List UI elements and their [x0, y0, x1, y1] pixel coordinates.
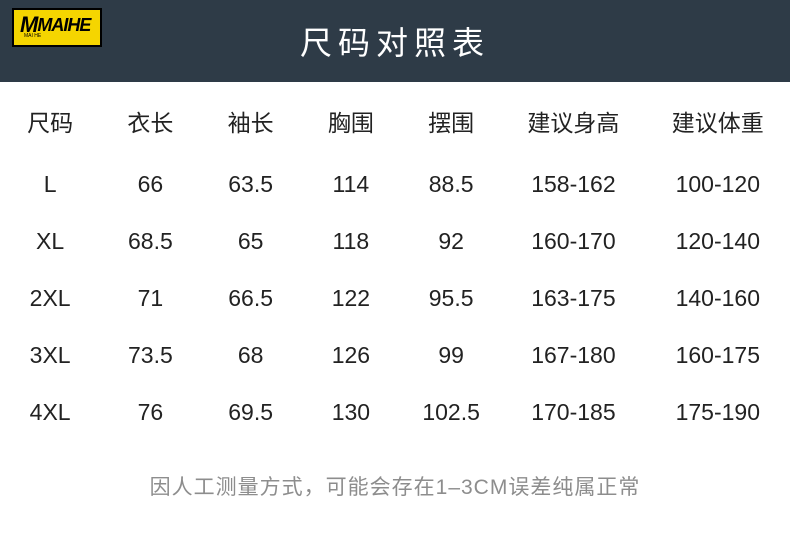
- cell: 126: [301, 327, 401, 384]
- cell: 167-180: [501, 327, 645, 384]
- table-body: L 66 63.5 114 88.5 158-162 100-120 XL 68…: [0, 156, 790, 441]
- measurement-footnote: 因人工测量方式，可能会存在1–3CM误差纯属正常: [0, 471, 790, 501]
- cell: 92: [401, 213, 501, 270]
- cell: 73.5: [100, 327, 200, 384]
- col-size: 尺码: [0, 82, 100, 156]
- cell: 175-190: [646, 384, 790, 441]
- cell: 2XL: [0, 270, 100, 327]
- table-row: XL 68.5 65 118 92 160-170 120-140: [0, 213, 790, 270]
- size-chart-table: 尺码 衣长 袖长 胸围 摆围 建议身高 建议体重 L 66 63.5 114 8…: [0, 82, 790, 441]
- cell: 114: [301, 156, 401, 213]
- col-sleeve: 袖长: [201, 82, 301, 156]
- cell: 102.5: [401, 384, 501, 441]
- cell: 99: [401, 327, 501, 384]
- cell: 120-140: [646, 213, 790, 270]
- cell: 160-175: [646, 327, 790, 384]
- table-row: L 66 63.5 114 88.5 158-162 100-120: [0, 156, 790, 213]
- cell: 118: [301, 213, 401, 270]
- cell: 63.5: [201, 156, 301, 213]
- cell: 68.5: [100, 213, 200, 270]
- cell: 160-170: [501, 213, 645, 270]
- cell: 66: [100, 156, 200, 213]
- cell: XL: [0, 213, 100, 270]
- cell: 65: [201, 213, 301, 270]
- table-row: 3XL 73.5 68 126 99 167-180 160-175: [0, 327, 790, 384]
- col-length: 衣长: [100, 82, 200, 156]
- cell: 170-185: [501, 384, 645, 441]
- cell: 71: [100, 270, 200, 327]
- brand-logo: MMAIHE MAI HE: [12, 8, 102, 47]
- col-hem: 摆围: [401, 82, 501, 156]
- col-height: 建议身高: [501, 82, 645, 156]
- cell: 130: [301, 384, 401, 441]
- cell: L: [0, 156, 100, 213]
- cell: 69.5: [201, 384, 301, 441]
- col-weight: 建议体重: [646, 82, 790, 156]
- cell: 88.5: [401, 156, 501, 213]
- cell: 122: [301, 270, 401, 327]
- cell: 4XL: [0, 384, 100, 441]
- cell: 3XL: [0, 327, 100, 384]
- cell: 66.5: [201, 270, 301, 327]
- cell: 163-175: [501, 270, 645, 327]
- cell: 158-162: [501, 156, 645, 213]
- cell: 76: [100, 384, 200, 441]
- cell: 95.5: [401, 270, 501, 327]
- page-title: 尺码对照表: [0, 0, 790, 82]
- table-header-row: 尺码 衣长 袖长 胸围 摆围 建议身高 建议体重: [0, 82, 790, 156]
- col-bust: 胸围: [301, 82, 401, 156]
- cell: 140-160: [646, 270, 790, 327]
- table-row: 4XL 76 69.5 130 102.5 170-185 175-190: [0, 384, 790, 441]
- table-row: 2XL 71 66.5 122 95.5 163-175 140-160: [0, 270, 790, 327]
- cell: 100-120: [646, 156, 790, 213]
- cell: 68: [201, 327, 301, 384]
- logo-text: MAIHE: [37, 15, 90, 35]
